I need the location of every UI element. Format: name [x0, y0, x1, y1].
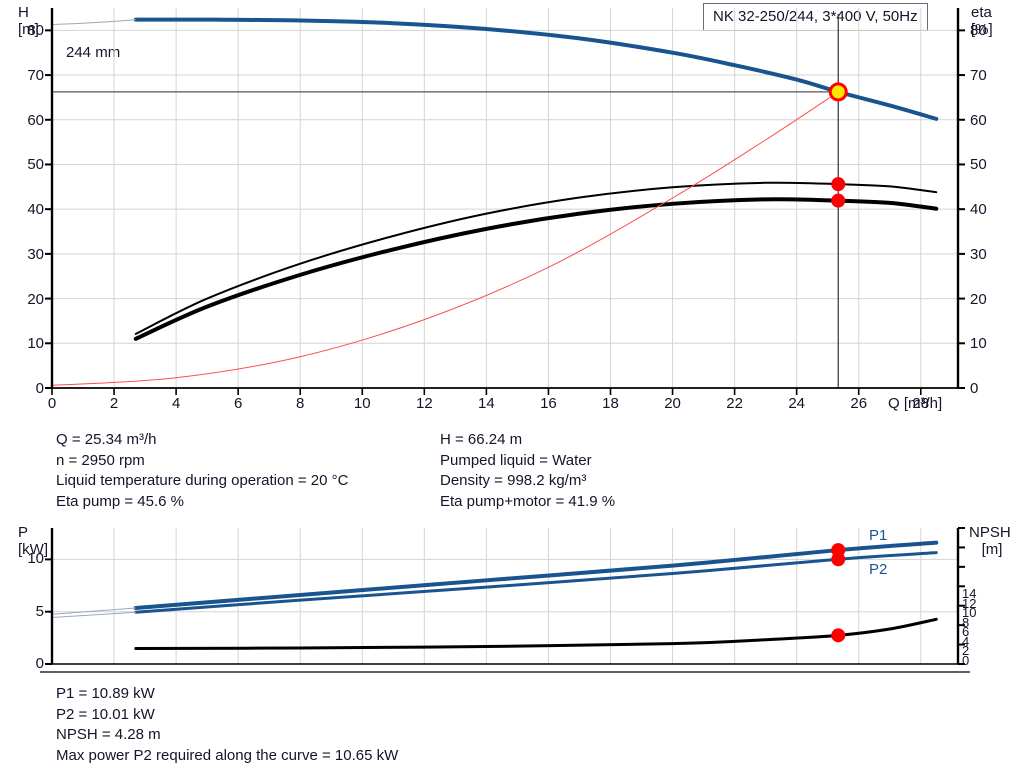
h-tick-50: 50: [27, 156, 44, 174]
q-tick-6: 6: [233, 395, 243, 412]
q-tick-16: 16: [540, 395, 557, 412]
eta-tick-0: 0: [970, 380, 979, 397]
eta-tick-30: 30: [970, 245, 987, 263]
npsh-tick-6: 6: [962, 624, 970, 639]
npsh-tick-14: 14: [962, 586, 977, 601]
q-tick-26: 26: [850, 395, 868, 412]
q-tick-12: 12: [415, 395, 433, 412]
h-tick-70: 70: [27, 67, 44, 85]
npsh-tick-0: 0: [962, 652, 970, 668]
p1-series-label: P1: [869, 527, 888, 544]
q-tick-22: 22: [726, 395, 743, 412]
pump-title-box: NK 32-250/244, 3*400 V, 50Hz: [703, 3, 928, 31]
eta-tick-50: 50: [970, 156, 987, 174]
q-tick-24: 24: [788, 395, 805, 412]
power-npsh-chart: [40, 527, 970, 673]
series-p2: [134, 551, 938, 614]
q-tick-4: 4: [171, 395, 181, 412]
eta-tick-40: 40: [970, 201, 987, 219]
marker-p2-point: [831, 552, 846, 567]
eta-axis-title: eta [%]: [971, 4, 993, 39]
h-tick-0: 0: [35, 380, 44, 397]
npsh-axis-ticks: 14 12 10 8 6 4 2 0: [962, 586, 977, 668]
h-tick-20: 20: [27, 290, 44, 308]
q-tick-28: 28: [912, 395, 930, 412]
marker-eta-pump-motor-point: [831, 193, 846, 208]
q-axis-title: Q [m³/h]: [888, 395, 943, 412]
p-tick-5: 5: [35, 602, 44, 620]
p2-series-label: P2: [869, 561, 888, 578]
npsh-tick-2: 2: [962, 643, 970, 658]
series-p2-tail-thin-: [51, 611, 137, 618]
eta-tick-80: 80: [970, 22, 987, 40]
p-tick-0: 0: [35, 655, 44, 672]
series-npsh: [134, 617, 938, 650]
q-tick-0: 0: [47, 395, 57, 412]
series-system-reference-curve: [51, 91, 839, 386]
marker-eta-pump-point: [831, 177, 846, 192]
h-tick-30: 30: [27, 245, 44, 263]
marker-npsh-point: [831, 628, 846, 643]
npsh-tick-8: 8: [962, 614, 970, 630]
q-tick-14: 14: [478, 395, 495, 412]
npsh-tick-10: 10: [962, 605, 977, 620]
series-eta-pump: [134, 181, 938, 335]
q-tick-20: 20: [664, 395, 681, 412]
npsh-axis-title: NPSH [m]: [969, 524, 1011, 559]
h-tick-60: 60: [27, 111, 44, 129]
p-axis-title: P [kW]: [18, 524, 48, 559]
q-tick-10: 10: [353, 395, 371, 412]
series-head-curve-tail-thin-: [51, 19, 137, 26]
head-efficiency-chart: [45, 8, 965, 395]
q-tick-8: 8: [296, 395, 305, 412]
series-head-curve-244-mm: [133, 17, 939, 121]
npsh-tick-12: 12: [962, 595, 977, 611]
eta-tick-70: 70: [970, 67, 987, 85]
h-tick-40: 40: [27, 201, 44, 219]
series-eta-pump-motor: [133, 197, 939, 341]
h-tick-10: 10: [27, 335, 44, 353]
h-axis-title: H [m]: [18, 4, 39, 39]
npsh-tick-4: 4: [962, 633, 970, 649]
operating-data-right: H = 66.24 m Pumped liquid = Water Densit…: [440, 431, 616, 510]
impeller-size-label: 244 mm: [66, 44, 121, 61]
eta-tick-10: 10: [970, 335, 987, 353]
q-tick-18: 18: [602, 395, 619, 412]
eta-tick-60: 60: [970, 111, 987, 129]
power-data-text: P1 = 10.89 kW P2 = 10.01 kW NPSH = 4.28 …: [56, 685, 399, 764]
eta-tick-20: 20: [970, 290, 987, 308]
q-tick-2: 2: [109, 395, 119, 412]
marker-duty-point: [828, 82, 848, 102]
series-p1-tail-thin-: [51, 607, 137, 615]
series-p1: [133, 540, 939, 611]
operating-data-left: Q = 25.34 m³/h n = 2950 rpm Liquid tempe…: [56, 431, 349, 510]
h-tick-80: 80: [27, 22, 44, 40]
p-tick-10: 10: [27, 550, 44, 568]
